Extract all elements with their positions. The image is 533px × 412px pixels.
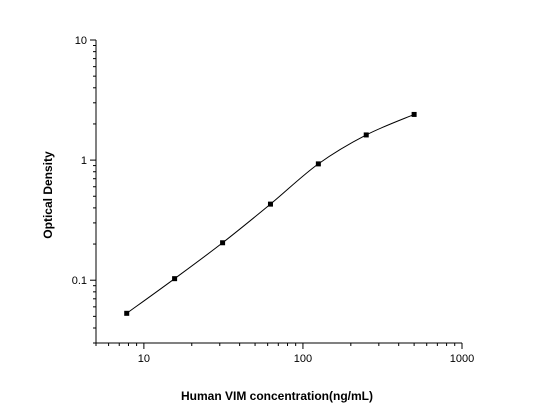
data-point	[363, 132, 369, 138]
data-point	[172, 276, 178, 282]
axes	[95, 40, 462, 344]
data-point	[267, 201, 273, 207]
x-tick-label: 1000	[450, 353, 474, 365]
y-axis-title: Optical Density	[41, 151, 55, 239]
y-tick-label: 10	[75, 35, 87, 47]
data-point	[411, 111, 417, 117]
data-point	[124, 310, 130, 316]
x-tick-label: 100	[294, 353, 312, 365]
data-point	[315, 161, 321, 167]
data-point	[220, 240, 226, 246]
x-axis-title: Human VIM concentration(ng/mL)	[181, 389, 373, 403]
data-points	[124, 111, 417, 316]
tick-labels: 10 100 1000 0.1 1 10	[72, 35, 475, 365]
y-tick-label: 0.1	[72, 275, 87, 287]
ticks	[90, 39, 463, 349]
x-tick-label: 10	[138, 353, 150, 365]
y-tick-label: 1	[81, 155, 87, 167]
